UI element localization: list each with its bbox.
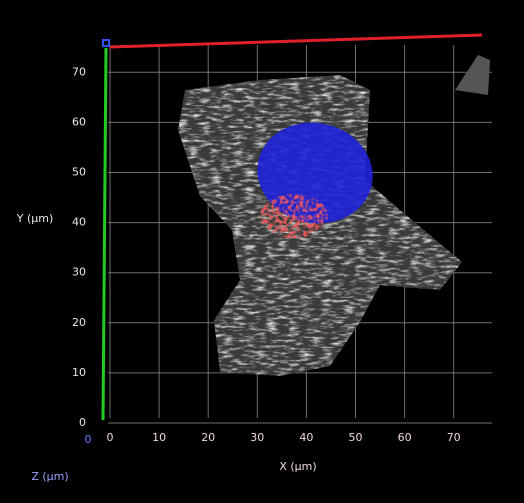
x-tick-label: 0 [107, 431, 114, 444]
z-tick-label: 0 [85, 433, 92, 446]
x-tick-label: 70 [447, 431, 461, 444]
x-tick-label: 10 [152, 431, 166, 444]
y-tick-label: 10 [72, 366, 86, 379]
x-axis-label: X (µm) [279, 460, 316, 473]
z-axis-label: Z (µm) [31, 470, 68, 483]
y-tick-label: 0 [79, 416, 86, 429]
y-tick-label: 20 [72, 316, 86, 329]
x-tick-label: 20 [201, 431, 215, 444]
x-tick-label: 40 [299, 431, 313, 444]
x-tick-label: 30 [250, 431, 264, 444]
golgi [260, 194, 328, 238]
y-axis-line [101, 47, 108, 421]
y-tick-label: 70 [72, 65, 86, 78]
x-tick-label: 50 [349, 431, 363, 444]
z-axis-marker [102, 39, 110, 47]
y-tick-label: 60 [72, 115, 86, 128]
y-tick-label: 50 [72, 166, 86, 179]
cell-fragment [455, 55, 490, 95]
x-tick-label: 60 [398, 431, 412, 444]
y-tick-label: 30 [72, 266, 86, 279]
x-axis-line [109, 33, 483, 49]
y-axis-label: Y (µm) [16, 212, 54, 225]
y-tick-label: 40 [72, 216, 86, 229]
